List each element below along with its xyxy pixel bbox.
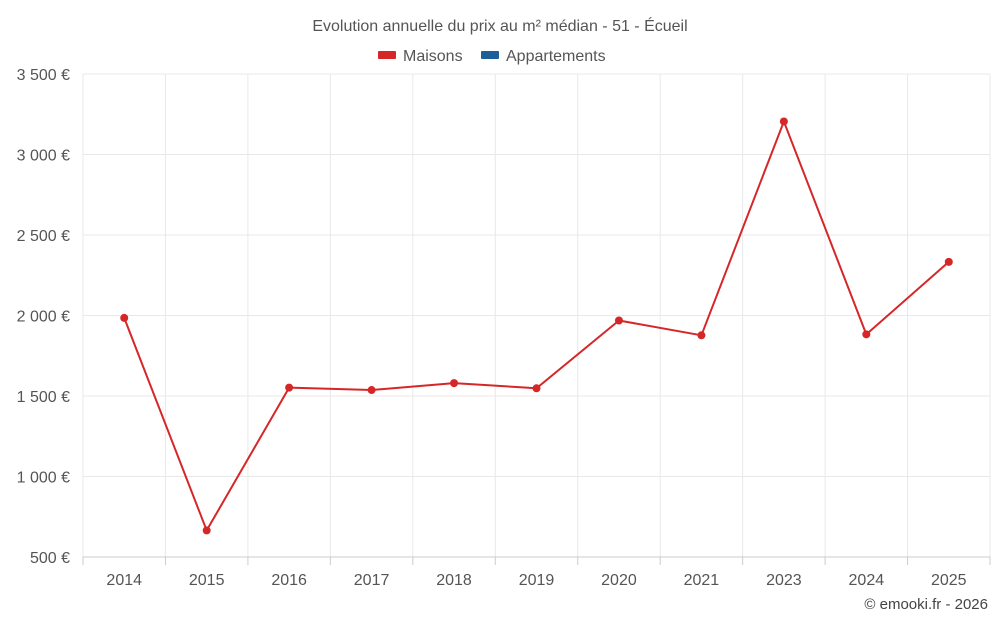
credit-text: © emooki.fr - 2026 (864, 596, 988, 613)
y-tick-label: 2 500 € (17, 228, 70, 245)
y-tick-label: 3 000 € (17, 148, 70, 165)
data-point[interactable] (120, 313, 129, 322)
x-tick-label: 2024 (849, 572, 885, 589)
y-axis: 500 € 1 000 € 1 500 € 2 000 € 2 500 € 3 000 €… (17, 67, 70, 567)
x-axis: 2014 2015 2016 2017 2018 2019 2020 2021 2023 2024… (82, 556, 991, 589)
data-point[interactable] (367, 386, 376, 395)
legend-swatch (378, 51, 396, 59)
data-point[interactable] (285, 383, 294, 392)
x-tick-label: 2015 (189, 572, 225, 589)
legend-swatch (481, 51, 499, 59)
x-tick-label: 2023 (766, 572, 802, 589)
data-point[interactable] (697, 331, 706, 340)
x-tick-label: 2017 (354, 572, 390, 589)
legend[interactable]: Maisons Appartements (378, 48, 606, 65)
y-tick-label: 1 000 € (17, 470, 70, 487)
legend-item-1[interactable]: Appartements (481, 48, 606, 65)
x-tick-label: 2018 (436, 572, 472, 589)
x-tick-label: 2016 (271, 572, 307, 589)
series-layer (120, 117, 953, 535)
y-tick-label: 1 500 € (17, 389, 70, 406)
legend-item-0[interactable]: Maisons (378, 48, 463, 65)
x-tick-label: 2019 (519, 572, 555, 589)
grid (82, 73, 991, 557)
data-point[interactable] (862, 330, 871, 339)
chart-title: Evolution annuelle du prix au m² médian … (312, 16, 687, 35)
y-tick-label: 500 € (30, 550, 70, 567)
x-tick-label: 2025 (931, 572, 967, 589)
x-tick-label: 2014 (106, 572, 142, 589)
data-point[interactable] (450, 379, 459, 388)
legend-label: Maisons (403, 48, 463, 65)
data-point[interactable] (614, 316, 623, 325)
data-point[interactable] (202, 526, 211, 535)
data-point[interactable] (532, 384, 541, 393)
x-tick-label: 2020 (601, 572, 637, 589)
data-point[interactable] (944, 257, 953, 266)
y-tick-label: 3 500 € (17, 67, 70, 84)
x-tick-label: 2021 (684, 572, 720, 589)
y-tick-label: 2 000 € (17, 309, 70, 326)
legend-label: Appartements (506, 48, 606, 65)
data-point[interactable] (779, 117, 788, 126)
